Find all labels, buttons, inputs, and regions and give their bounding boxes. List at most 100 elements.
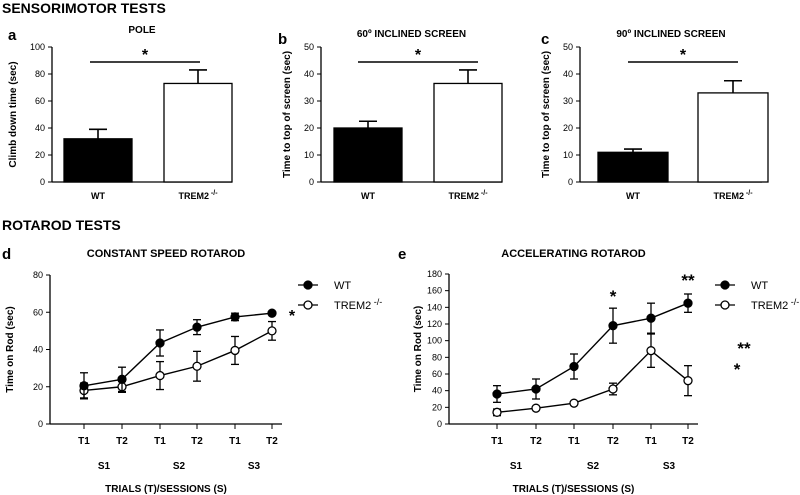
y-tick-label: 0	[40, 177, 45, 187]
data-point	[646, 313, 656, 323]
y-tick-label: 0	[38, 419, 43, 429]
data-point	[192, 322, 202, 332]
y-tick-label: 50	[563, 42, 573, 52]
series-line	[496, 349, 689, 414]
x-tick-label: T1	[154, 436, 166, 447]
x-tick-label: T2	[530, 436, 542, 447]
y-tick-label: 80	[33, 270, 43, 280]
chart-title: ACCELERATING ROTAROD	[501, 248, 645, 260]
category-label: WT	[626, 191, 640, 201]
y-tick-label: 60	[35, 96, 45, 106]
y-tick-label: 20	[33, 382, 43, 392]
x-tick-label: T2	[191, 436, 203, 447]
x-axis-label: TRIALS (T)/SESSIONS (S)	[513, 484, 635, 495]
series-line	[83, 330, 273, 392]
data-point	[117, 374, 127, 384]
data-point	[608, 321, 618, 331]
x-tick-label: T1	[78, 436, 90, 447]
y-tick-label: 80	[35, 69, 45, 79]
y-tick-label: 0	[309, 177, 314, 187]
y-tick-label: 100	[427, 336, 442, 346]
x-axis-label: TRIALS (T)/SESSIONS (S)	[105, 484, 227, 495]
y-tick-label: 40	[33, 345, 43, 355]
chart-title: POLE	[128, 25, 156, 36]
bar	[433, 82, 503, 183]
y-tick-label: 140	[427, 302, 442, 312]
y-tick-label: 160	[427, 286, 442, 296]
bar	[333, 127, 403, 183]
chart-title: 60º INCLINED SCREEN	[357, 29, 466, 40]
y-tick-label: 80	[432, 352, 442, 362]
series-line	[496, 302, 689, 395]
legend-marker	[303, 280, 313, 290]
data-point	[230, 345, 240, 356]
data-point	[492, 389, 502, 399]
line-chart-e: e ACCELERATING ROTAROD 0 20 40 60 80 100 120 140 1…	[398, 246, 799, 495]
y-tick-label: 180	[427, 269, 442, 279]
y-tick-label: 120	[427, 319, 442, 329]
y-axis-label: Time to top of screen (sec)	[282, 51, 293, 178]
x-tick-label: T1	[229, 436, 241, 447]
bar-chart-a: a POLE 0 20 40 60 80 100 Climb down time (sec) WT…	[8, 25, 233, 201]
data-point	[155, 370, 165, 381]
category-label: TREM2 -/-	[713, 190, 753, 201]
panel-letter: b	[278, 31, 287, 48]
significance-star: *	[734, 360, 741, 379]
bar	[63, 138, 133, 183]
bar-chart-b: b 60º INCLINED SCREEN 0 10 20 30 40 50 Time to t…	[278, 29, 503, 201]
significance-star: *	[142, 47, 149, 64]
data-point	[267, 326, 277, 336]
data-point	[267, 308, 277, 318]
bar	[697, 92, 769, 183]
category-label: WT	[361, 191, 375, 201]
bar	[597, 151, 669, 183]
data-point	[683, 298, 693, 308]
y-tick-label: 60	[432, 369, 442, 379]
y-tick-label: 100	[30, 42, 45, 52]
data-point	[608, 384, 618, 394]
y-tick-label: 30	[304, 96, 314, 106]
data-point	[79, 381, 89, 391]
session-label: S2	[173, 461, 186, 472]
y-tick-label: 50	[304, 42, 314, 52]
section-title-sensorimotor: SENSORIMOTOR TESTS	[2, 0, 166, 16]
significance-star: **	[681, 271, 695, 290]
section-title-rotarod: ROTAROD TESTS	[2, 217, 121, 233]
data-point	[531, 384, 541, 394]
data-point	[569, 398, 579, 408]
legend-marker	[720, 280, 730, 290]
data-point	[531, 403, 541, 413]
data-point	[230, 312, 240, 322]
chart-title: 90º INCLINED SCREEN	[616, 29, 725, 40]
y-tick-label: 0	[568, 177, 573, 187]
y-axis-label: Time to top of screen (sec)	[541, 51, 552, 178]
legend-label: WT	[751, 280, 768, 292]
data-point	[492, 407, 502, 417]
chart-title: CONSTANT SPEED ROTAROD	[87, 248, 246, 260]
session-label: S1	[510, 461, 523, 472]
data-point	[155, 338, 165, 348]
x-tick-label: T2	[266, 436, 278, 447]
y-axis-label: Time on Rod (sec)	[5, 306, 16, 393]
y-tick-label: 30	[563, 96, 573, 106]
legend-label: TREM2 -/-	[751, 297, 799, 312]
x-tick-label: T1	[491, 436, 503, 447]
session-label: S2	[587, 461, 600, 472]
data-point	[683, 376, 693, 386]
session-label: S3	[248, 461, 261, 472]
y-tick-label: 20	[432, 402, 442, 412]
x-tick-label: T1	[568, 436, 580, 447]
legend-label: TREM2 -/-	[334, 297, 382, 312]
bar-chart-c: c 90º INCLINED SCREEN 0 10 20 30 40 50 Time to t…	[541, 29, 769, 201]
significance-star: *	[610, 287, 617, 306]
significance-star: **	[737, 339, 751, 358]
legend-marker	[720, 300, 730, 310]
y-tick-label: 20	[35, 150, 45, 160]
data-point	[192, 361, 202, 371]
y-tick-label: 40	[35, 123, 45, 133]
x-tick-label: T2	[607, 436, 619, 447]
y-tick-label: 40	[563, 69, 573, 79]
line-chart-d: d CONSTANT SPEED ROTAROD 0 20 40 60 80 Time on …	[2, 246, 382, 495]
x-tick-label: T1	[645, 436, 657, 447]
